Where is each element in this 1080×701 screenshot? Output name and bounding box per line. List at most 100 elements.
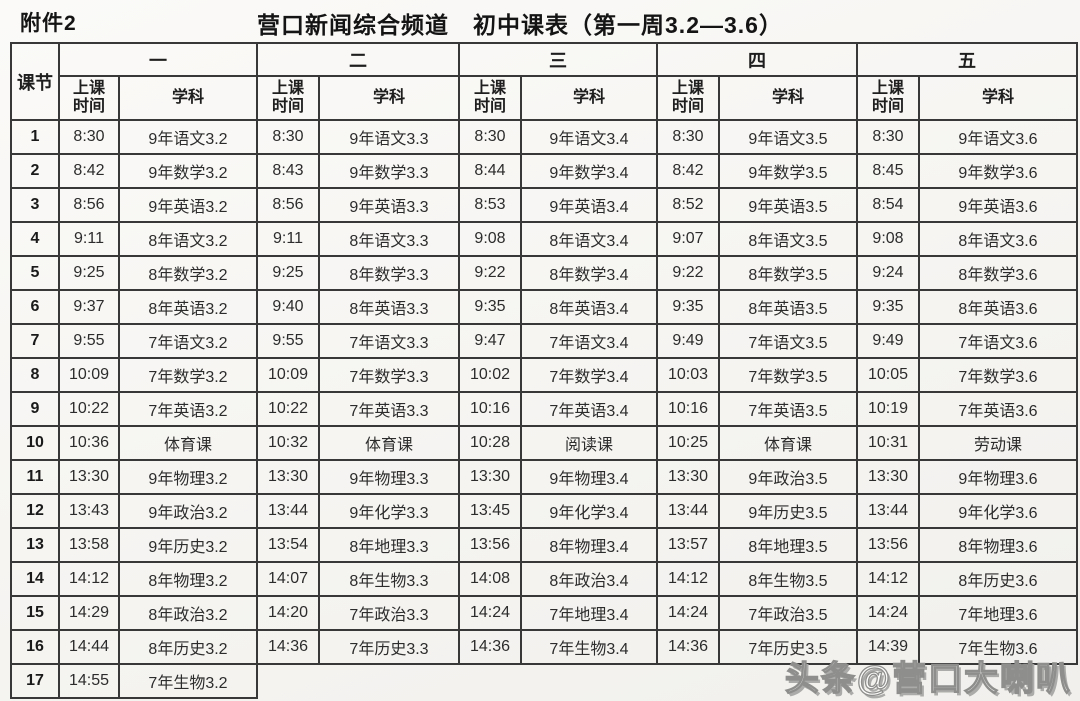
- period-cell: 12: [10, 493, 60, 529]
- time-cell: 13:30: [58, 459, 120, 495]
- subject-cell: 9年数学3.4: [520, 153, 658, 189]
- subject-cell: 8年政治3.4: [520, 561, 658, 597]
- time-cell: 14:12: [656, 561, 720, 597]
- period-cell: 1: [10, 119, 60, 155]
- subject-cell: 8年英语3.6: [918, 289, 1078, 325]
- timetable-body: 1 8:30 9年语文3.2 8:30 9年语文3.3 8:30 9年语文3.4 8:30 9年…: [10, 119, 1078, 699]
- time-cell: 14:07: [256, 561, 320, 597]
- time-cell: 10:02: [458, 357, 522, 393]
- time-cell: 10:28: [458, 425, 522, 461]
- table-row: 5 9:25 8年数学3.2 9:25 8年数学3.3 9:22 8年数学3.4 9:22 8年…: [10, 255, 1078, 291]
- subject-cell: 9年语文3.4: [520, 119, 658, 155]
- table-row: 3 8:56 9年英语3.2 8:56 9年英语3.3 8:53 9年英语3.4 8:52 9年…: [10, 187, 1078, 223]
- subject-cell: 8年物理3.4: [520, 527, 658, 563]
- subject-cell: 7年英语3.6: [918, 391, 1078, 427]
- time-header: 上课 时间: [256, 75, 320, 121]
- subject-cell: 9年历史3.5: [718, 493, 858, 529]
- subject-cell: 7年地理3.6: [918, 595, 1078, 631]
- subject-cell: 9年语文3.6: [918, 119, 1078, 155]
- time-cell: 10:16: [458, 391, 522, 427]
- table-row: 9 10:22 7年英语3.2 10:22 7年英语3.3 10:16 7年英语3.4 10:…: [10, 391, 1078, 427]
- time-cell: 13:43: [58, 493, 120, 529]
- subject-cell: 9年语文3.2: [118, 119, 258, 155]
- time-cell: 8:45: [856, 153, 920, 189]
- subject-cell: 7年语文3.3: [318, 323, 460, 359]
- subject-cell: 7年数学3.3: [318, 357, 460, 393]
- time-cell: 9:08: [856, 221, 920, 257]
- subject-cell: 7年英语3.4: [520, 391, 658, 427]
- subject-cell: 9年物理3.2: [118, 459, 258, 495]
- time-cell: 13:57: [656, 527, 720, 563]
- subject-cell: 9年化学3.3: [318, 493, 460, 529]
- time-cell: 10:36: [58, 425, 120, 461]
- time-cell: 10:05: [856, 357, 920, 393]
- time-cell: 8:30: [256, 119, 320, 155]
- subject-cell: 9年英语3.3: [318, 187, 460, 223]
- sub-header-row: 上课 时间 学科 上课 时间 学科 上课 时间 学科 上课 时间 学科 上课 时间 学科: [11, 75, 1078, 121]
- subject-cell: 8年历史3.6: [918, 561, 1078, 597]
- time-cell: 9:49: [656, 323, 720, 359]
- time-cell: 14:36: [656, 629, 720, 665]
- subject-cell: 7年英语3.3: [318, 391, 460, 427]
- subject-cell: 9年英语3.5: [718, 187, 858, 223]
- time-cell: 14:20: [256, 595, 320, 631]
- time-cell: 14:44: [58, 629, 120, 665]
- time-cell: 9:11: [58, 221, 120, 257]
- subject-cell: 9年英语3.4: [520, 187, 658, 223]
- subject-cell: 7年数学3.5: [718, 357, 858, 393]
- subject-cell: 阅读课: [520, 425, 658, 461]
- time-cell: 10:09: [256, 357, 320, 393]
- subject-cell: 7年数学3.2: [118, 357, 258, 393]
- table-row: 2 8:42 9年数学3.2 8:43 9年数学3.3 8:44 9年数学3.4 8:42 9年…: [10, 153, 1078, 189]
- subject-cell: 9年语文3.3: [318, 119, 460, 155]
- time-cell: 8:56: [256, 187, 320, 223]
- period-cell: 17: [10, 663, 60, 699]
- time-header: 上课 时间: [856, 75, 920, 121]
- subject-cell: 8年数学3.5: [718, 255, 858, 291]
- time-cell: 9:37: [58, 289, 120, 325]
- time-cell: 14:12: [58, 561, 120, 597]
- time-cell: 10:32: [256, 425, 320, 461]
- subject-cell: 8年生物3.5: [718, 561, 858, 597]
- time-cell: 14:08: [458, 561, 522, 597]
- time-cell: 14:29: [58, 595, 120, 631]
- time-cell: 8:54: [856, 187, 920, 223]
- time-cell: 8:53: [458, 187, 522, 223]
- table-row: 8 10:09 7年数学3.2 10:09 7年数学3.3 10:02 7年数学3.4 10:…: [10, 357, 1078, 393]
- subject-cell: 9年语文3.5: [718, 119, 858, 155]
- time-cell: 9:49: [856, 323, 920, 359]
- time-cell: 14:55: [58, 663, 120, 699]
- table-row: 13 13:58 9年历史3.2 13:54 8年地理3.3 13:56 8年物理3.4 13…: [10, 527, 1078, 563]
- period-cell: 5: [10, 255, 60, 291]
- day-header: 二: [256, 42, 460, 77]
- subject-cell: 7年生物3.4: [520, 629, 658, 665]
- subject-cell: 7年历史3.3: [318, 629, 460, 665]
- subject-cell: 8年物理3.2: [118, 561, 258, 597]
- subject-header: 学科: [718, 75, 858, 121]
- time-cell: 13:58: [58, 527, 120, 563]
- time-cell: 10:16: [656, 391, 720, 427]
- time-cell: 10:19: [856, 391, 920, 427]
- time-cell: 13:30: [856, 459, 920, 495]
- subject-header: 学科: [918, 75, 1078, 121]
- watermark: 头条@营口大喇叭: [784, 659, 1072, 698]
- time-cell: 9:55: [58, 323, 120, 359]
- time-cell: 14:12: [856, 561, 920, 597]
- subject-cell: 8年语文3.5: [718, 221, 858, 257]
- subject-cell: 7年语文3.6: [918, 323, 1078, 359]
- corner-header: 课节: [10, 42, 60, 121]
- time-cell: 10:03: [656, 357, 720, 393]
- period-cell: 8: [10, 357, 60, 393]
- time-cell: 9:07: [656, 221, 720, 257]
- day-header: 三: [458, 42, 658, 77]
- table-row: 1 8:30 9年语文3.2 8:30 9年语文3.3 8:30 9年语文3.4 8:30 9年…: [10, 119, 1078, 155]
- period-cell: 2: [10, 153, 60, 189]
- time-cell: 9:25: [256, 255, 320, 291]
- subject-cell: 8年英语3.5: [718, 289, 858, 325]
- subject-cell: 8年语文3.3: [318, 221, 460, 257]
- time-cell: 14:24: [856, 595, 920, 631]
- period-cell: 14: [10, 561, 60, 597]
- time-cell: 9:22: [458, 255, 522, 291]
- period-cell: 13: [10, 527, 60, 563]
